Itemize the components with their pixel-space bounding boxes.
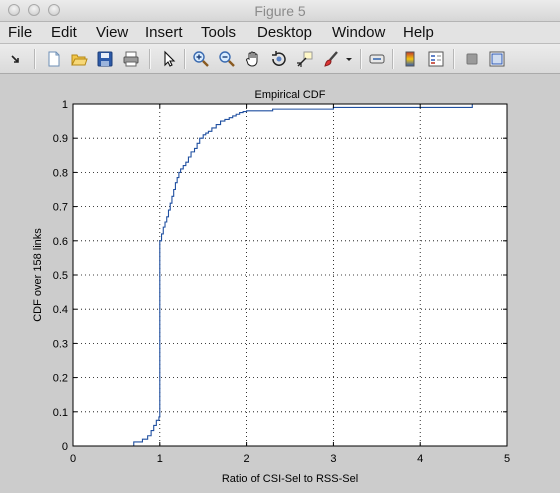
y-tick-label: 0.9 bbox=[53, 133, 68, 145]
x-axis-label: Ratio of CSI-Sel to RSS-Sel bbox=[222, 473, 358, 485]
window-title: Figure 5 bbox=[254, 3, 306, 19]
link-plot-icon[interactable] bbox=[368, 50, 386, 68]
cdf-series-line bbox=[79, 104, 473, 447]
cdf-curve-group bbox=[79, 104, 473, 447]
close-window-button[interactable] bbox=[8, 4, 20, 16]
print-icon[interactable] bbox=[122, 50, 140, 68]
brush-icon[interactable] bbox=[322, 50, 340, 68]
y-axis-label: CDF over 158 links bbox=[32, 228, 44, 322]
menu-insert[interactable]: Insert bbox=[145, 24, 183, 41]
zoom-window-button[interactable] bbox=[48, 4, 60, 16]
y-tick-label: 0.8 bbox=[53, 167, 68, 179]
toolbar-separator bbox=[392, 49, 394, 69]
menu-desktop[interactable]: Desktop bbox=[257, 24, 313, 41]
x-tick-label: 2 bbox=[244, 453, 250, 465]
toolbar-separator bbox=[453, 49, 455, 69]
menu-file[interactable]: File bbox=[8, 24, 33, 41]
toolbar-separator bbox=[34, 49, 36, 69]
minimize-window-button[interactable] bbox=[28, 4, 40, 16]
y-tick-label: 1 bbox=[62, 99, 68, 111]
hide-plot-tools-icon[interactable] bbox=[463, 50, 481, 68]
menu-window[interactable]: Window bbox=[332, 24, 386, 41]
grid-lines bbox=[73, 104, 507, 446]
brush-dropdown-icon[interactable] bbox=[344, 50, 354, 68]
cdf-plot[interactable]: 0 1 2 3 4 5 0 0.1 0.2 0.3 0.4 0.5 0.6 0.7 0.8 0.9 1 Empi… bbox=[0, 74, 560, 493]
toolbar-separator bbox=[184, 49, 186, 69]
show-plot-tools-icon[interactable] bbox=[488, 50, 506, 68]
y-tick-label: 0.6 bbox=[53, 236, 68, 248]
zoom-out-icon[interactable] bbox=[218, 50, 236, 68]
toolbar-separator bbox=[149, 49, 151, 69]
open-file-icon[interactable] bbox=[70, 50, 88, 68]
y-tick-label: 0.1 bbox=[53, 407, 68, 419]
select-pointer-icon[interactable] bbox=[160, 50, 178, 68]
rotate-3d-icon[interactable] bbox=[270, 50, 288, 68]
menu-view[interactable]: View bbox=[96, 24, 129, 41]
x-tick-label: 0 bbox=[70, 453, 76, 465]
save-icon[interactable] bbox=[96, 50, 114, 68]
zoom-in-icon[interactable] bbox=[192, 50, 210, 68]
x-tick-label: 5 bbox=[504, 453, 510, 465]
axis-ticks: 0 1 2 3 4 5 0 0.1 0.2 0.3 0.4 0.5 0.6 0.7 0.8 0.9 1 bbox=[53, 99, 510, 465]
x-tick-label: 4 bbox=[417, 453, 423, 465]
toolbar-separator bbox=[360, 49, 362, 69]
menu-bar: File Edit View Insert Tools Desktop Wind… bbox=[0, 22, 560, 44]
x-tick-label: 3 bbox=[330, 453, 336, 465]
x-tick-label: 1 bbox=[157, 453, 163, 465]
new-figure-icon[interactable] bbox=[45, 50, 63, 68]
title-bar: Figure 5 bbox=[0, 0, 560, 22]
menu-help[interactable]: Help bbox=[403, 24, 434, 41]
chart-title: Empirical CDF bbox=[255, 89, 326, 101]
pan-hand-icon[interactable] bbox=[244, 50, 262, 68]
y-tick-label: 0.5 bbox=[53, 270, 68, 282]
data-cursor-icon[interactable] bbox=[296, 50, 314, 68]
legend-icon[interactable] bbox=[427, 50, 445, 68]
dock-arrow-icon[interactable] bbox=[7, 50, 25, 68]
y-tick-label: 0.2 bbox=[53, 373, 68, 385]
menu-edit[interactable]: Edit bbox=[51, 24, 77, 41]
colorbar-icon[interactable] bbox=[401, 50, 419, 68]
y-tick-label: 0.3 bbox=[53, 338, 68, 350]
figure-canvas[interactable]: 0 1 2 3 4 5 0 0.1 0.2 0.3 0.4 0.5 0.6 0.7 0.8 0.9 1 Empi… bbox=[0, 74, 560, 493]
y-tick-label: 0.7 bbox=[53, 202, 68, 214]
menu-tools[interactable]: Tools bbox=[201, 24, 237, 41]
y-tick-label: 0 bbox=[62, 441, 68, 453]
y-tick-label: 0.4 bbox=[53, 304, 68, 316]
figure-toolbar bbox=[0, 44, 560, 74]
